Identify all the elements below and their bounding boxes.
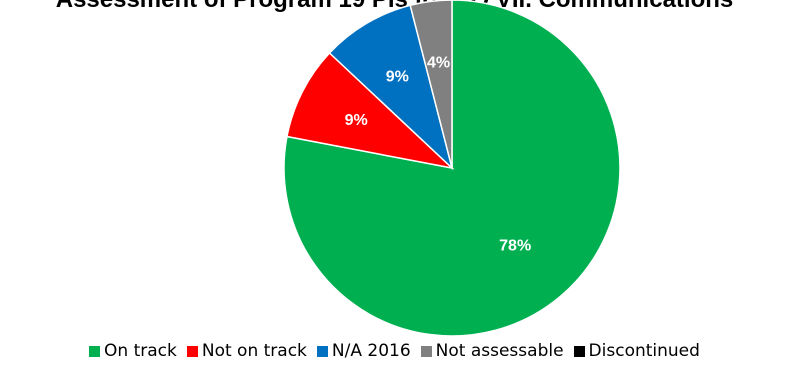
legend-item: On track xyxy=(89,341,177,361)
legend-swatch xyxy=(573,345,585,357)
legend: On track Not on track N/A 2016 Not assessab… xyxy=(0,341,789,361)
legend-label: Not assessable xyxy=(435,341,564,361)
legend-swatch xyxy=(186,345,198,357)
data-label: 9% xyxy=(345,112,368,129)
legend-item: N/A 2016 xyxy=(316,341,411,361)
legend-item: Not assessable xyxy=(420,341,564,361)
legend-swatch xyxy=(420,345,432,357)
legend-label: On track xyxy=(104,341,177,361)
data-label: 4% xyxy=(427,54,450,71)
legend-item: Discontinued xyxy=(573,341,700,361)
pie-slice-on-track xyxy=(283,0,621,337)
chart-title: Assessment of Program 19 PIs for CO VII.… xyxy=(0,0,789,14)
data-label: 78% xyxy=(499,237,531,254)
legend-label: Discontinued xyxy=(588,341,700,361)
pie-slice-n-a-2016 xyxy=(328,4,454,171)
legend-swatch xyxy=(89,345,101,357)
legend-swatch xyxy=(316,345,328,357)
data-label: 9% xyxy=(386,68,409,85)
legend-label: Not on track xyxy=(201,341,307,361)
pie-slice-not-on-track xyxy=(286,51,455,170)
legend-label: N/A 2016 xyxy=(331,341,411,361)
legend-item: Not on track xyxy=(186,341,307,361)
pie-slice-not-assessable xyxy=(409,0,453,169)
